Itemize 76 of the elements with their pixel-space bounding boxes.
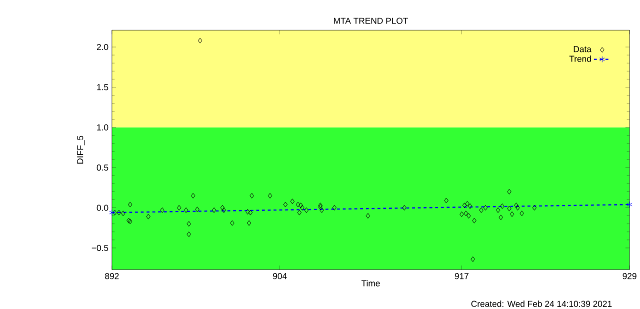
point [230,220,234,226]
point [366,213,370,219]
point [483,205,488,210]
point [444,198,448,204]
y-tick-label: 2.0 [96,44,108,50]
point [195,206,200,212]
point [186,232,191,238]
point [184,207,188,213]
x-tick-label: 904 [272,273,287,280]
y-tick-label: −0.5 [92,244,108,252]
point [220,205,225,210]
point [116,210,122,216]
y-axis-title: DIFF_5 [77,136,85,164]
point [468,203,472,209]
point [532,205,537,210]
point [520,210,524,216]
y-tick-label: 1.5 [97,84,108,90]
point [318,204,322,210]
y-tick-label: 1.0 [97,124,108,130]
point [465,200,470,206]
point [332,205,336,210]
point [626,201,632,208]
x-axis-title: Time [361,280,380,286]
x-tick-label: 929 [622,273,636,280]
point [300,205,304,210]
point [112,210,117,216]
point [507,206,512,212]
point [146,214,150,220]
point [496,207,500,213]
point [318,202,322,208]
y-tick-label: 0.0 [96,204,108,211]
point [466,213,471,219]
legend-label: Trend [569,55,591,62]
point [479,207,484,213]
point [320,207,324,213]
point [472,218,476,224]
point [304,207,309,213]
point [128,202,132,208]
point [500,203,504,209]
point [128,218,132,224]
point [298,202,303,208]
point [470,256,475,262]
point [498,214,503,220]
point [296,202,300,208]
point [514,202,518,208]
point [290,198,295,204]
point [222,207,226,213]
legend-label: Data [574,46,592,52]
x-tick-label: 917 [454,273,468,280]
point [126,218,131,224]
y-tick-label: 0.5 [96,164,108,171]
chart-title: MTA TREND PLOT [334,18,408,24]
point [190,192,196,198]
point [402,205,406,210]
x-tick-label: 892 [105,273,119,280]
point [250,192,254,198]
point [460,211,464,217]
point [248,210,253,216]
point [160,207,164,213]
point [246,209,250,215]
point [212,207,216,213]
point [462,202,467,208]
point [510,211,514,217]
point [268,192,272,198]
point [176,205,182,210]
point [246,220,252,226]
text: Created: Wed Feb 24 14:10:39 2021 [471,300,612,307]
point [198,38,202,44]
point [109,209,115,216]
point [507,188,512,194]
point [121,210,126,216]
point [283,202,288,208]
point [516,205,520,210]
point [464,210,468,216]
point [297,210,302,216]
point [186,221,191,227]
